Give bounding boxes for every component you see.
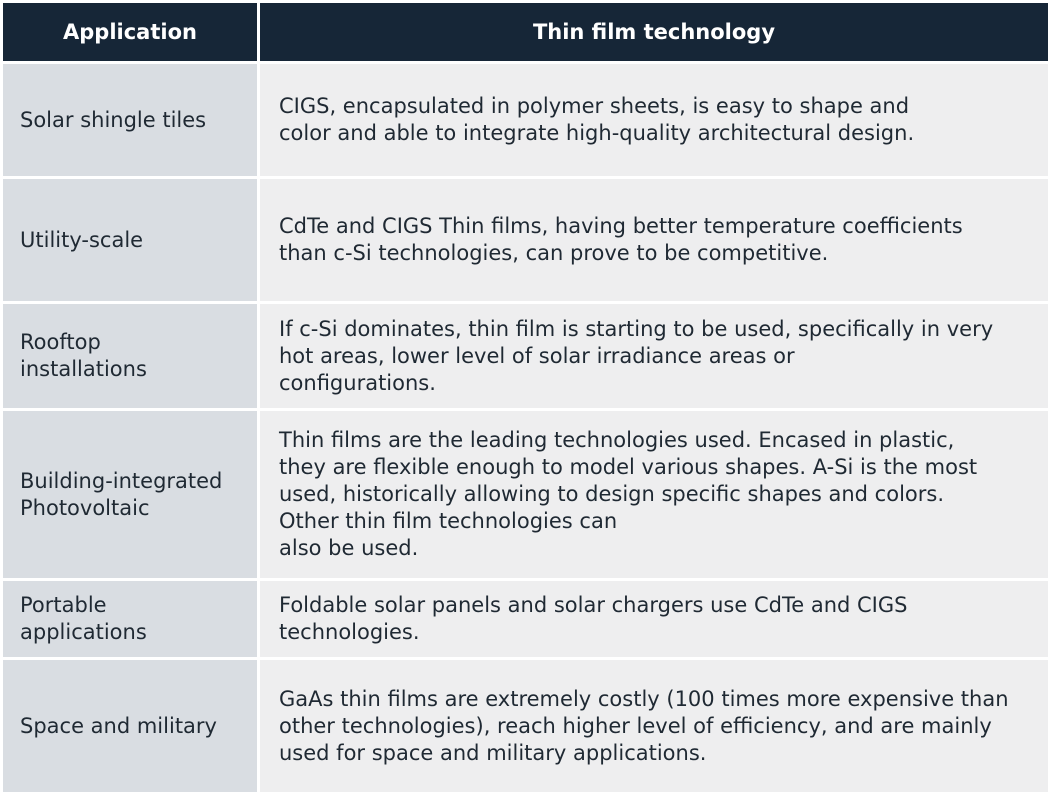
row-divider <box>260 408 1048 411</box>
row-divider <box>260 301 1048 304</box>
row-divider <box>257 408 260 411</box>
header-application: Application <box>3 3 257 61</box>
row-divider <box>257 578 260 581</box>
column-divider <box>257 304 260 408</box>
application-label: Portable applications <box>20 593 147 644</box>
technology-description: Foldable solar panels and solar chargers… <box>279 593 908 644</box>
column-divider <box>257 64 260 176</box>
application-label: Utility-scale <box>20 227 144 252</box>
comparison-table: Application Thin film technology Solar s… <box>3 3 1048 792</box>
technology-cell: If c-Si dominates, thin film is starting… <box>260 304 1048 408</box>
row-divider <box>260 657 1048 660</box>
row-divider <box>260 61 1048 64</box>
application-label: Building-integrated Photovoltaic <box>20 468 223 520</box>
technology-cell: Thin films are the leading technologies … <box>260 411 1048 578</box>
column-divider <box>257 660 260 792</box>
row-divider <box>3 657 257 660</box>
row-divider <box>3 578 257 581</box>
technology-description: Thin films are the leading technologies … <box>279 428 978 560</box>
application-label: Rooftop installations <box>20 330 147 381</box>
row-divider <box>260 176 1048 179</box>
row-divider <box>260 578 1048 581</box>
technology-description: CdTe and CIGS Thin films, having better … <box>279 214 963 265</box>
row-divider <box>257 301 260 304</box>
application-cell: Portable applications <box>3 581 257 657</box>
application-cell: Utility-scale <box>3 179 257 301</box>
technology-cell: GaAs thin films are extremely costly (10… <box>260 660 1048 792</box>
technology-cell: Foldable solar panels and solar chargers… <box>260 581 1048 657</box>
column-divider <box>257 411 260 578</box>
technology-description: GaAs thin films are extremely costly (10… <box>279 686 1009 765</box>
header-technology: Thin film technology <box>260 3 1048 61</box>
application-cell: Solar shingle tiles <box>3 64 257 176</box>
application-label: Space and military <box>20 713 217 738</box>
column-divider <box>257 581 260 657</box>
column-divider <box>257 3 260 61</box>
application-cell: Rooftop installations <box>3 304 257 408</box>
row-divider <box>257 176 260 179</box>
technology-description: If c-Si dominates, thin film is starting… <box>279 316 994 395</box>
application-label: Solar shingle tiles <box>20 107 207 132</box>
row-divider <box>3 408 257 411</box>
technology-description: CIGS, encapsulated in polymer sheets, is… <box>279 94 915 145</box>
column-divider <box>257 179 260 301</box>
technology-cell: CdTe and CIGS Thin films, having better … <box>260 179 1048 301</box>
application-cell: Space and military <box>3 660 257 792</box>
technology-cell: CIGS, encapsulated in polymer sheets, is… <box>260 64 1048 176</box>
row-divider <box>257 657 260 660</box>
row-divider <box>3 61 257 64</box>
row-divider <box>257 61 260 64</box>
row-divider <box>3 301 257 304</box>
row-divider <box>3 176 257 179</box>
application-cell: Building-integrated Photovoltaic <box>3 411 257 578</box>
